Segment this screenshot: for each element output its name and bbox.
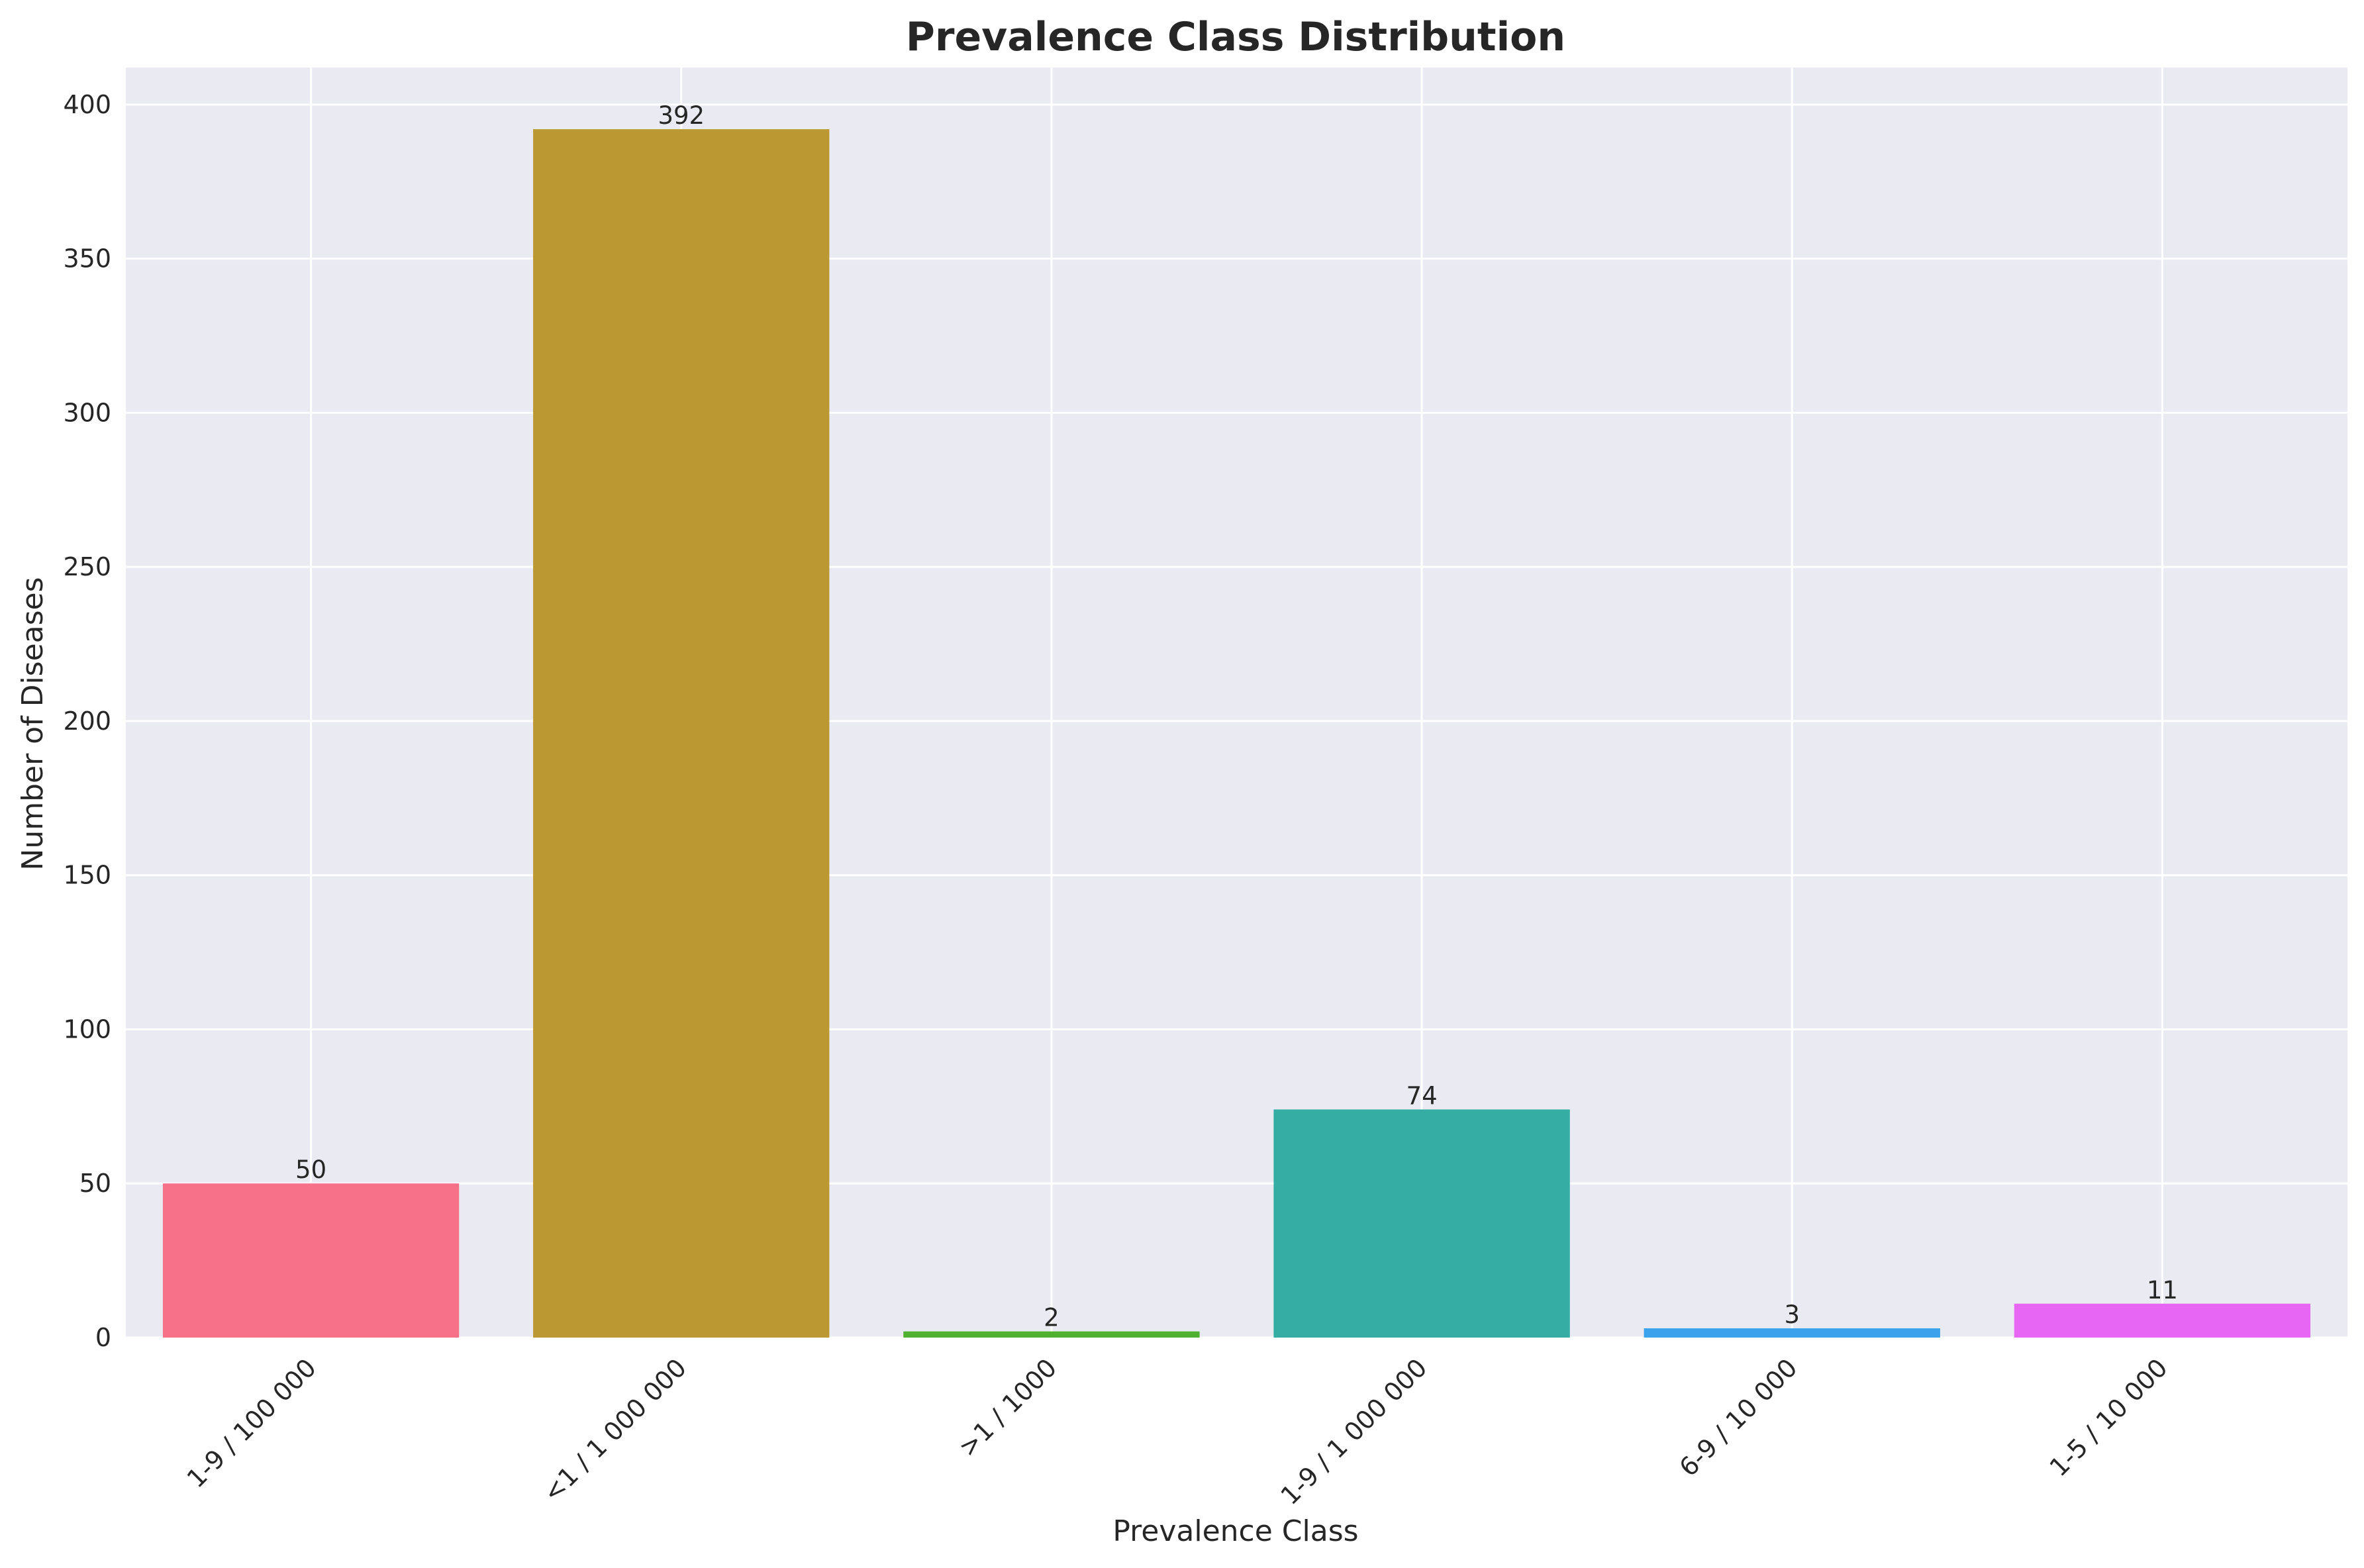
data-label: 11	[2147, 1276, 2178, 1304]
bars	[162, 129, 2311, 1338]
bar	[1273, 1109, 1570, 1338]
data-label: 50	[295, 1155, 326, 1184]
y-axis-label: Number of Diseases	[16, 577, 50, 870]
y-tick-label: 100	[63, 1014, 111, 1044]
y-tick-label: 400	[63, 90, 111, 119]
plot-area	[126, 68, 2347, 1338]
data-label: 74	[1406, 1082, 1438, 1110]
x-axis-label: Prevalence Class	[1112, 1514, 1358, 1548]
y-tick-label: 200	[63, 707, 111, 736]
y-tick-label: 50	[79, 1169, 111, 1198]
y-tick-label: 300	[63, 398, 111, 427]
bar	[162, 1183, 460, 1338]
chart-title: Prevalence Class Distribution	[906, 14, 1565, 60]
y-tick-label: 150	[63, 861, 111, 890]
y-tick-label: 350	[63, 244, 111, 273]
data-label: 2	[1044, 1304, 1059, 1332]
bar	[533, 129, 830, 1338]
data-labels: 50 392 2 74 3 11	[295, 101, 2178, 1332]
data-label: 392	[658, 101, 705, 130]
y-tick-label: 0	[95, 1323, 111, 1352]
bar	[903, 1331, 1200, 1338]
y-tick-labels: 0 50 100 150 200 250 300 350 400	[63, 90, 111, 1352]
data-label: 3	[1784, 1300, 1800, 1329]
bar	[2014, 1303, 2311, 1338]
y-tick-label: 250	[63, 552, 111, 581]
bar	[1644, 1328, 1940, 1338]
